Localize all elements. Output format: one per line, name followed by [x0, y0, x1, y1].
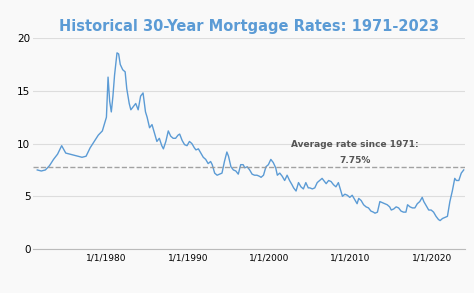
Text: 7.75%: 7.75% [339, 156, 370, 165]
Title: Historical 30-Year Mortgage Rates: 1971-2023: Historical 30-Year Mortgage Rates: 1971-… [59, 19, 439, 34]
Text: Average rate since 1971:: Average rate since 1971: [291, 140, 419, 149]
